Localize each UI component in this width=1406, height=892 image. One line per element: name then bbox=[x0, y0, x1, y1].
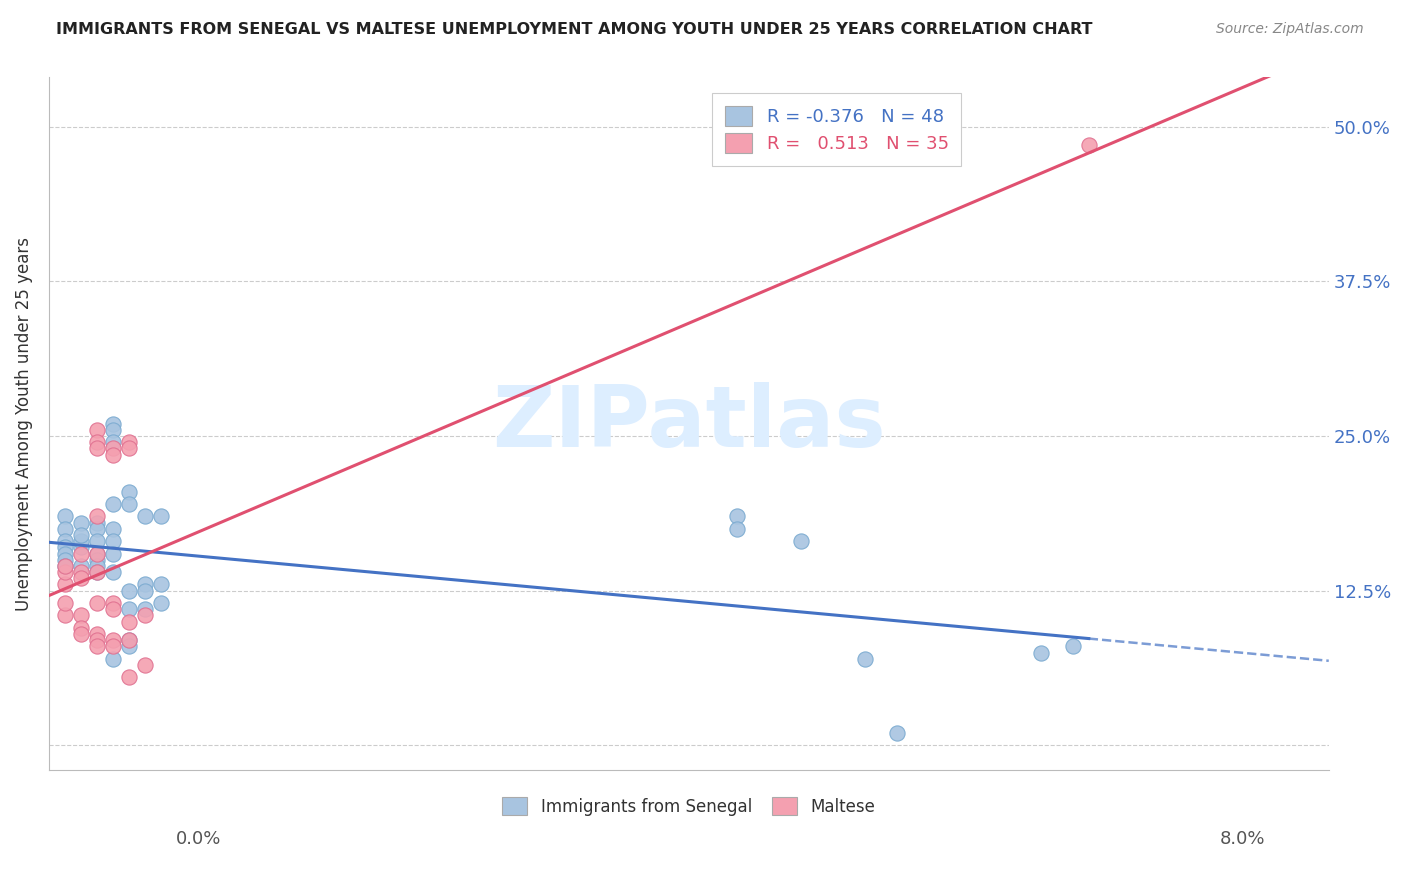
Point bbox=[101, 423, 124, 437]
Point bbox=[86, 547, 108, 561]
Legend: Immigrants from Senegal, Maltese: Immigrants from Senegal, Maltese bbox=[494, 789, 883, 824]
Point bbox=[101, 596, 124, 610]
Point bbox=[118, 497, 141, 511]
Point bbox=[886, 726, 908, 740]
Point bbox=[101, 651, 124, 665]
Point bbox=[53, 596, 76, 610]
Point bbox=[70, 516, 93, 530]
Point bbox=[53, 553, 76, 567]
Point bbox=[53, 547, 76, 561]
Point bbox=[134, 608, 156, 623]
Point bbox=[86, 565, 108, 579]
Point bbox=[86, 565, 108, 579]
Text: IMMIGRANTS FROM SENEGAL VS MALTESE UNEMPLOYMENT AMONG YOUTH UNDER 25 YEARS CORRE: IMMIGRANTS FROM SENEGAL VS MALTESE UNEMP… bbox=[56, 22, 1092, 37]
Point bbox=[53, 577, 76, 591]
Point bbox=[134, 602, 156, 616]
Point bbox=[86, 627, 108, 641]
Point bbox=[86, 633, 108, 648]
Point bbox=[134, 583, 156, 598]
Point bbox=[86, 423, 108, 437]
Point bbox=[101, 602, 124, 616]
Point bbox=[118, 484, 141, 499]
Point bbox=[70, 534, 93, 549]
Point bbox=[101, 522, 124, 536]
Point bbox=[149, 509, 172, 524]
Point bbox=[101, 442, 124, 456]
Point bbox=[86, 534, 108, 549]
Point bbox=[118, 640, 141, 654]
Text: ZIPatlas: ZIPatlas bbox=[492, 382, 886, 466]
Point bbox=[134, 657, 156, 672]
Point bbox=[70, 558, 93, 573]
Point bbox=[118, 583, 141, 598]
Point bbox=[53, 522, 76, 536]
Point bbox=[53, 565, 76, 579]
Point bbox=[53, 608, 76, 623]
Point bbox=[70, 547, 93, 561]
Text: 0.0%: 0.0% bbox=[176, 830, 221, 847]
Point bbox=[53, 534, 76, 549]
Point bbox=[70, 571, 93, 585]
Point bbox=[86, 522, 108, 536]
Point bbox=[70, 565, 93, 579]
Point bbox=[86, 596, 108, 610]
Point bbox=[101, 435, 124, 450]
Point bbox=[725, 509, 748, 524]
Point bbox=[149, 596, 172, 610]
Point bbox=[86, 442, 108, 456]
Point bbox=[134, 509, 156, 524]
Point bbox=[86, 516, 108, 530]
Point bbox=[1029, 646, 1052, 660]
Point bbox=[725, 522, 748, 536]
Point bbox=[118, 602, 141, 616]
Point bbox=[118, 615, 141, 629]
Point bbox=[70, 627, 93, 641]
Point bbox=[86, 435, 108, 450]
Point bbox=[1062, 640, 1084, 654]
Point bbox=[53, 541, 76, 555]
Point bbox=[86, 640, 108, 654]
Point bbox=[101, 534, 124, 549]
Point bbox=[101, 633, 124, 648]
Point bbox=[118, 442, 141, 456]
Point bbox=[853, 651, 876, 665]
Text: Source: ZipAtlas.com: Source: ZipAtlas.com bbox=[1216, 22, 1364, 37]
Point bbox=[53, 558, 76, 573]
Point bbox=[790, 534, 813, 549]
Point bbox=[101, 565, 124, 579]
Point bbox=[70, 528, 93, 542]
Point bbox=[86, 509, 108, 524]
Point bbox=[101, 640, 124, 654]
Point bbox=[70, 621, 93, 635]
Point bbox=[53, 558, 76, 573]
Point bbox=[118, 633, 141, 648]
Point bbox=[86, 558, 108, 573]
Point bbox=[70, 541, 93, 555]
Point bbox=[101, 417, 124, 431]
Point bbox=[118, 435, 141, 450]
Point bbox=[53, 509, 76, 524]
Point bbox=[101, 448, 124, 462]
Point bbox=[101, 497, 124, 511]
Point bbox=[1077, 138, 1099, 153]
Point bbox=[86, 553, 108, 567]
Text: 8.0%: 8.0% bbox=[1220, 830, 1265, 847]
Point bbox=[86, 547, 108, 561]
Point bbox=[149, 577, 172, 591]
Y-axis label: Unemployment Among Youth under 25 years: Unemployment Among Youth under 25 years bbox=[15, 236, 32, 611]
Point bbox=[134, 577, 156, 591]
Point bbox=[118, 633, 141, 648]
Point bbox=[101, 547, 124, 561]
Point bbox=[70, 608, 93, 623]
Point bbox=[118, 670, 141, 684]
